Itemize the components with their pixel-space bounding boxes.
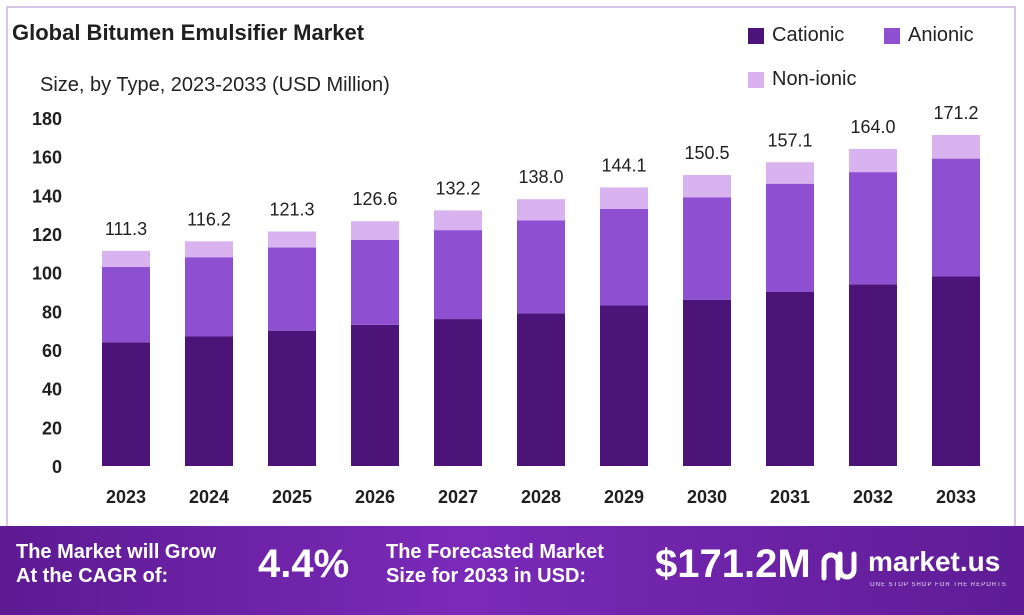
y-tick-label: 80 bbox=[42, 302, 62, 322]
y-tick-label: 20 bbox=[42, 418, 62, 438]
x-tick-label: 2028 bbox=[521, 487, 561, 507]
bar-chart: 0 20 40 60 80 100 120 140 160 180 111.3 2023 116.2 20… bbox=[32, 103, 980, 507]
chart-title: Global Bitumen Emulsifier Market bbox=[12, 20, 365, 45]
bar-cationic-2028 bbox=[517, 313, 565, 466]
data-label-total: 171.2 bbox=[933, 103, 978, 123]
forecast-label: The Forecasted Market Size for 2033 in U… bbox=[386, 540, 604, 588]
bar-non-ionic-2029 bbox=[600, 187, 648, 209]
bar-cationic-2030 bbox=[683, 299, 731, 466]
forecast-label-line1: The Forecasted Market bbox=[386, 541, 604, 563]
legend-label-anionic: Anionic bbox=[908, 24, 974, 46]
bar-non-ionic-2032 bbox=[849, 148, 897, 173]
brand-name: market.us bbox=[868, 546, 1001, 577]
bar-anionic-2029 bbox=[600, 208, 648, 306]
legend-item-anionic: Anionic bbox=[884, 24, 974, 47]
x-tick-label: 2027 bbox=[438, 487, 478, 507]
bar-anionic-2030 bbox=[683, 197, 731, 300]
bar-non-ionic-2030 bbox=[683, 175, 731, 198]
data-label-total: 150.5 bbox=[684, 143, 729, 163]
y-tick-label: 60 bbox=[42, 341, 62, 361]
bar-cationic-2031 bbox=[766, 292, 814, 466]
x-tick-label: 2023 bbox=[106, 487, 146, 507]
data-label-total: 132.2 bbox=[435, 178, 480, 198]
chart-frame bbox=[6, 6, 1016, 526]
data-label-total: 138.0 bbox=[518, 167, 563, 187]
bar-cationic-2023 bbox=[102, 342, 150, 466]
data-label-total: 157.1 bbox=[767, 130, 812, 150]
data-label-total: 116.2 bbox=[187, 209, 231, 229]
forecast-value: $171.2M bbox=[655, 542, 811, 586]
legend-swatch-anionic bbox=[884, 27, 900, 44]
x-tick-label: 2030 bbox=[687, 487, 727, 507]
legend-item-cationic: Cationic bbox=[748, 24, 844, 47]
legend-swatch-cationic bbox=[748, 27, 764, 44]
footer-banner: The Market will Grow At the CAGR of: 4.4… bbox=[0, 526, 1024, 615]
cagr-label-line1: The Market will Grow bbox=[16, 541, 217, 563]
x-tick-label: 2031 bbox=[770, 487, 810, 507]
cagr-label: The Market will Grow At the CAGR of: bbox=[16, 540, 216, 588]
bar-non-ionic-2023 bbox=[102, 250, 150, 267]
y-tick-label: 0 bbox=[52, 457, 62, 477]
y-tick-label: 120 bbox=[32, 225, 62, 245]
bar-anionic-2031 bbox=[766, 183, 814, 292]
bar-cationic-2026 bbox=[351, 324, 399, 466]
y-tick-label: 40 bbox=[42, 380, 62, 400]
x-tick-label: 2033 bbox=[936, 487, 976, 507]
bar-non-ionic-2033 bbox=[932, 135, 980, 159]
bar-anionic-2028 bbox=[517, 220, 565, 314]
bar-non-ionic-2031 bbox=[766, 162, 814, 184]
bar-non-ionic-2028 bbox=[517, 199, 565, 221]
bar-anionic-2025 bbox=[268, 247, 316, 331]
cagr-value: 4.4% bbox=[258, 542, 350, 586]
data-label-total: 126.6 bbox=[352, 189, 397, 209]
market-us-logo-icon bbox=[821, 551, 857, 581]
x-tick-label: 2029 bbox=[604, 487, 644, 507]
legend-item-non-ionic: Non-ionic bbox=[748, 68, 856, 91]
legend-label-non-ionic: Non-ionic bbox=[772, 68, 857, 90]
bar-cationic-2025 bbox=[268, 330, 316, 466]
bar-non-ionic-2026 bbox=[351, 221, 399, 240]
x-tick-label: 2032 bbox=[853, 487, 893, 507]
x-tick-label: 2025 bbox=[272, 487, 312, 507]
bar-cationic-2027 bbox=[434, 319, 482, 466]
bar-non-ionic-2024 bbox=[185, 241, 233, 258]
brand-tagline: ONE STOP SHOP FOR THE REPORTS bbox=[870, 582, 1007, 588]
bar-cationic-2029 bbox=[600, 305, 648, 466]
bar-cationic-2032 bbox=[849, 284, 897, 466]
bar-anionic-2032 bbox=[849, 172, 897, 285]
x-tick-label: 2026 bbox=[355, 487, 395, 507]
bar-cationic-2033 bbox=[932, 276, 980, 466]
y-tick-label: 180 bbox=[32, 109, 62, 129]
chart-subtitle: Size, by Type, 2023-2033 (USD Million) bbox=[40, 74, 390, 96]
bar-non-ionic-2025 bbox=[268, 231, 316, 248]
legend-swatch-non-ionic bbox=[748, 71, 764, 88]
bar-anionic-2024 bbox=[185, 257, 233, 337]
y-tick-label: 100 bbox=[32, 264, 62, 284]
y-tick-label: 140 bbox=[32, 186, 62, 206]
bar-anionic-2023 bbox=[102, 266, 150, 343]
forecast-label-line2: Size for 2033 in USD: bbox=[386, 565, 587, 587]
bar-anionic-2027 bbox=[434, 230, 482, 320]
bar-anionic-2033 bbox=[932, 158, 980, 277]
legend-label-cationic: Cationic bbox=[772, 24, 845, 46]
y-tick-label: 160 bbox=[32, 148, 62, 168]
data-label-total: 164.0 bbox=[850, 117, 895, 137]
bar-anionic-2026 bbox=[351, 239, 399, 325]
data-label-total: 121.3 bbox=[269, 199, 314, 219]
data-label-total: 111.3 bbox=[105, 219, 147, 239]
bar-cationic-2024 bbox=[185, 336, 233, 466]
cagr-label-line2: At the CAGR of: bbox=[16, 565, 169, 587]
data-label-total: 144.1 bbox=[601, 155, 646, 175]
x-tick-label: 2024 bbox=[189, 487, 229, 507]
bar-non-ionic-2027 bbox=[434, 210, 482, 231]
